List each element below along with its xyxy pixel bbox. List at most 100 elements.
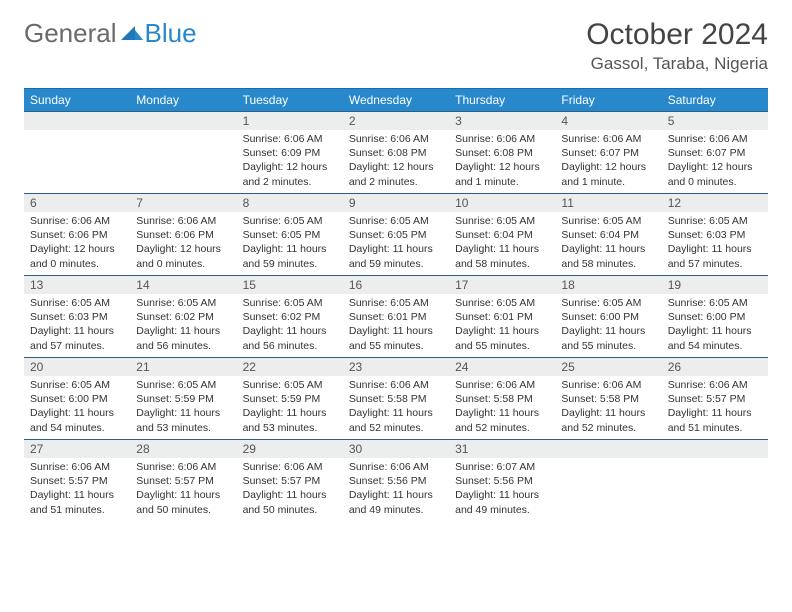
day-number: 14 (130, 275, 236, 294)
daylight: Daylight: 11 hours and 55 minutes. (455, 324, 549, 352)
day-number: 12 (662, 193, 768, 212)
empty-cell (555, 439, 661, 521)
daylight: Daylight: 11 hours and 58 minutes. (561, 242, 655, 270)
sunrise: Sunrise: 6:05 AM (455, 214, 549, 228)
sunset: Sunset: 6:07 PM (668, 146, 762, 160)
day-cell: 7Sunrise: 6:06 AMSunset: 6:06 PMDaylight… (130, 193, 236, 275)
title-block: October 2024 Gassol, Taraba, Nigeria (586, 18, 768, 74)
sunset: Sunset: 6:05 PM (243, 228, 337, 242)
logo-text-1: General (24, 18, 117, 49)
daylight: Daylight: 11 hours and 59 minutes. (349, 242, 443, 270)
day-cell: 3Sunrise: 6:06 AMSunset: 6:08 PMDaylight… (449, 111, 555, 193)
logo-text-2: Blue (145, 18, 197, 49)
day-info: Sunrise: 6:05 AMSunset: 6:03 PMDaylight:… (662, 212, 768, 275)
day-number: 4 (555, 111, 661, 130)
weekday-tuesday: Tuesday (237, 89, 343, 112)
day-info: Sunrise: 6:05 AMSunset: 5:59 PMDaylight:… (130, 376, 236, 439)
location: Gassol, Taraba, Nigeria (586, 54, 768, 74)
sunrise: Sunrise: 6:05 AM (243, 296, 337, 310)
day-number: 6 (24, 193, 130, 212)
daylight: Daylight: 11 hours and 59 minutes. (243, 242, 337, 270)
day-info: Sunrise: 6:05 AMSunset: 6:02 PMDaylight:… (130, 294, 236, 357)
day-info: Sunrise: 6:06 AMSunset: 5:57 PMDaylight:… (237, 458, 343, 521)
day-cell: 22Sunrise: 6:05 AMSunset: 5:59 PMDayligh… (237, 357, 343, 439)
day-cell: 14Sunrise: 6:05 AMSunset: 6:02 PMDayligh… (130, 275, 236, 357)
day-cell: 16Sunrise: 6:05 AMSunset: 6:01 PMDayligh… (343, 275, 449, 357)
empty-daynum (555, 439, 661, 458)
day-info: Sunrise: 6:06 AMSunset: 6:09 PMDaylight:… (237, 130, 343, 193)
sunrise: Sunrise: 6:06 AM (136, 214, 230, 228)
sunrise: Sunrise: 6:05 AM (243, 214, 337, 228)
sunset: Sunset: 5:57 PM (30, 474, 124, 488)
day-number: 7 (130, 193, 236, 212)
daylight: Daylight: 12 hours and 0 minutes. (668, 160, 762, 188)
month-title: October 2024 (586, 18, 768, 52)
sunrise: Sunrise: 6:05 AM (561, 214, 655, 228)
day-number: 15 (237, 275, 343, 294)
day-info: Sunrise: 6:05 AMSunset: 6:00 PMDaylight:… (555, 294, 661, 357)
day-info: Sunrise: 6:06 AMSunset: 5:58 PMDaylight:… (343, 376, 449, 439)
sunrise: Sunrise: 6:05 AM (668, 214, 762, 228)
sunrise: Sunrise: 6:05 AM (136, 296, 230, 310)
calendar-row: 6Sunrise: 6:06 AMSunset: 6:06 PMDaylight… (24, 193, 768, 275)
calendar-table: SundayMondayTuesdayWednesdayThursdayFrid… (24, 88, 768, 521)
sunset: Sunset: 5:57 PM (243, 474, 337, 488)
day-cell: 13Sunrise: 6:05 AMSunset: 6:03 PMDayligh… (24, 275, 130, 357)
day-cell: 18Sunrise: 6:05 AMSunset: 6:00 PMDayligh… (555, 275, 661, 357)
day-info: Sunrise: 6:05 AMSunset: 6:02 PMDaylight:… (237, 294, 343, 357)
calendar-body: 1Sunrise: 6:06 AMSunset: 6:09 PMDaylight… (24, 111, 768, 521)
day-number: 3 (449, 111, 555, 130)
empty-daynum (130, 111, 236, 130)
day-number: 8 (237, 193, 343, 212)
sunset: Sunset: 6:02 PM (136, 310, 230, 324)
sunrise: Sunrise: 6:05 AM (243, 378, 337, 392)
day-cell: 17Sunrise: 6:05 AMSunset: 6:01 PMDayligh… (449, 275, 555, 357)
day-number: 30 (343, 439, 449, 458)
sunset: Sunset: 5:58 PM (455, 392, 549, 406)
daylight: Daylight: 12 hours and 1 minute. (455, 160, 549, 188)
day-number: 1 (237, 111, 343, 130)
sunrise: Sunrise: 6:05 AM (668, 296, 762, 310)
weekday-thursday: Thursday (449, 89, 555, 112)
day-info: Sunrise: 6:06 AMSunset: 6:07 PMDaylight:… (555, 130, 661, 193)
sunrise: Sunrise: 6:05 AM (136, 378, 230, 392)
day-info: Sunrise: 6:06 AMSunset: 5:57 PMDaylight:… (24, 458, 130, 521)
empty-cell (130, 111, 236, 193)
sunset: Sunset: 6:08 PM (349, 146, 443, 160)
daylight: Daylight: 11 hours and 54 minutes. (30, 406, 124, 434)
sunset: Sunset: 6:03 PM (30, 310, 124, 324)
weekday-monday: Monday (130, 89, 236, 112)
sunset: Sunset: 6:06 PM (136, 228, 230, 242)
daylight: Daylight: 11 hours and 57 minutes. (668, 242, 762, 270)
sunrise: Sunrise: 6:06 AM (349, 378, 443, 392)
day-info: Sunrise: 6:05 AMSunset: 6:03 PMDaylight:… (24, 294, 130, 357)
day-cell: 31Sunrise: 6:07 AMSunset: 5:56 PMDayligh… (449, 439, 555, 521)
day-number: 27 (24, 439, 130, 458)
day-cell: 23Sunrise: 6:06 AMSunset: 5:58 PMDayligh… (343, 357, 449, 439)
weekday-sunday: Sunday (24, 89, 130, 112)
sunset: Sunset: 5:59 PM (136, 392, 230, 406)
day-info: Sunrise: 6:06 AMSunset: 5:56 PMDaylight:… (343, 458, 449, 521)
day-info: Sunrise: 6:06 AMSunset: 6:08 PMDaylight:… (449, 130, 555, 193)
sunrise: Sunrise: 6:06 AM (455, 378, 549, 392)
day-info: Sunrise: 6:06 AMSunset: 6:07 PMDaylight:… (662, 130, 768, 193)
day-number: 16 (343, 275, 449, 294)
day-info: Sunrise: 6:05 AMSunset: 6:05 PMDaylight:… (343, 212, 449, 275)
day-number: 25 (555, 357, 661, 376)
calendar-row: 20Sunrise: 6:05 AMSunset: 6:00 PMDayligh… (24, 357, 768, 439)
day-cell: 11Sunrise: 6:05 AMSunset: 6:04 PMDayligh… (555, 193, 661, 275)
sunrise: Sunrise: 6:06 AM (136, 460, 230, 474)
day-cell: 4Sunrise: 6:06 AMSunset: 6:07 PMDaylight… (555, 111, 661, 193)
sunrise: Sunrise: 6:06 AM (243, 460, 337, 474)
day-number: 24 (449, 357, 555, 376)
daylight: Daylight: 11 hours and 57 minutes. (30, 324, 124, 352)
sunset: Sunset: 6:04 PM (561, 228, 655, 242)
day-info: Sunrise: 6:05 AMSunset: 6:05 PMDaylight:… (237, 212, 343, 275)
sunrise: Sunrise: 6:06 AM (668, 132, 762, 146)
day-info: Sunrise: 6:06 AMSunset: 6:06 PMDaylight:… (24, 212, 130, 275)
day-number: 19 (662, 275, 768, 294)
sunrise: Sunrise: 6:05 AM (30, 296, 124, 310)
empty-cell (662, 439, 768, 521)
daylight: Daylight: 11 hours and 54 minutes. (668, 324, 762, 352)
day-number: 29 (237, 439, 343, 458)
